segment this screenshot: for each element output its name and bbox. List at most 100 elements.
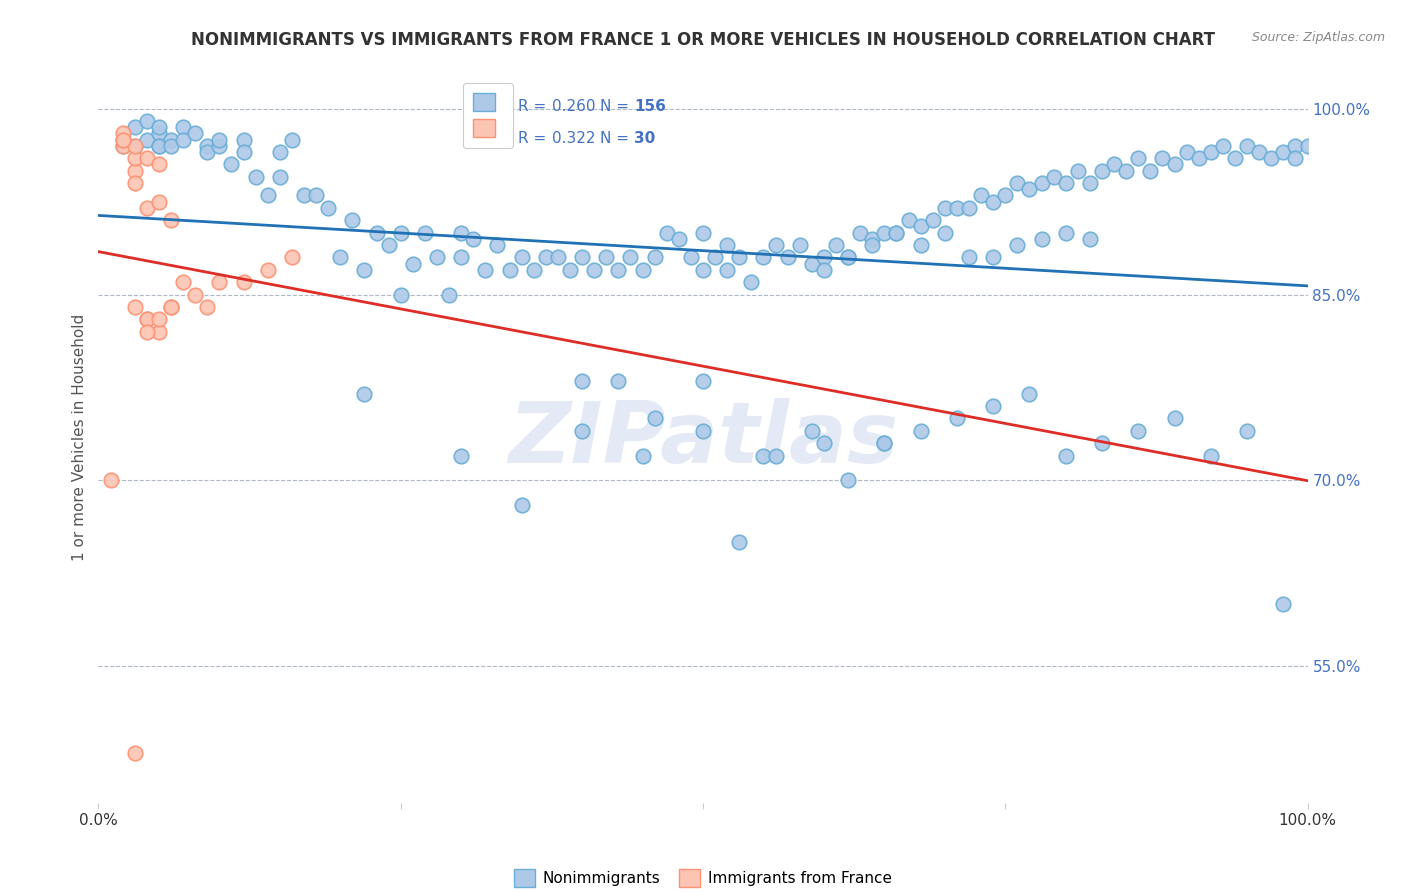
Point xyxy=(910,219,932,234)
Point xyxy=(1078,232,1101,246)
Point xyxy=(111,126,134,140)
Point xyxy=(160,300,183,314)
Point xyxy=(135,132,157,146)
Point xyxy=(232,145,254,159)
Point xyxy=(124,120,146,135)
Point xyxy=(329,250,352,264)
Point xyxy=(1067,163,1090,178)
Point xyxy=(1188,151,1211,165)
Point xyxy=(619,250,641,264)
Point xyxy=(1054,449,1077,463)
Point xyxy=(849,226,872,240)
Point xyxy=(981,194,1004,209)
Point xyxy=(910,238,932,252)
Point xyxy=(124,138,146,153)
Point xyxy=(934,226,956,240)
Point xyxy=(1054,176,1077,190)
Point xyxy=(1128,151,1150,165)
Text: 0.260: 0.260 xyxy=(551,99,595,114)
Point xyxy=(269,145,291,159)
Point xyxy=(281,132,304,146)
Point xyxy=(172,275,194,289)
Point xyxy=(437,287,460,301)
Point xyxy=(256,262,278,277)
Point xyxy=(148,194,170,209)
Point xyxy=(981,250,1004,264)
Point xyxy=(124,300,146,314)
Point xyxy=(1212,138,1234,153)
Point xyxy=(704,250,727,264)
Point xyxy=(1078,176,1101,190)
Point xyxy=(463,232,485,246)
Point xyxy=(1091,436,1114,450)
Point xyxy=(558,262,581,277)
Point xyxy=(644,250,666,264)
Point xyxy=(860,238,883,252)
Point xyxy=(232,275,254,289)
Point xyxy=(195,300,218,314)
Point xyxy=(547,250,569,264)
Point xyxy=(921,213,943,227)
Point xyxy=(135,201,157,215)
Point xyxy=(1128,424,1150,438)
Point xyxy=(450,449,472,463)
Point xyxy=(1199,145,1222,159)
Point xyxy=(716,262,738,277)
Point xyxy=(1018,386,1040,401)
Point xyxy=(148,120,170,135)
Point xyxy=(1163,157,1185,171)
Text: N =: N = xyxy=(600,131,634,146)
Point xyxy=(1031,232,1053,246)
Point xyxy=(1272,598,1295,612)
Text: Source: ZipAtlas.com: Source: ZipAtlas.com xyxy=(1251,31,1385,45)
Point xyxy=(316,201,339,215)
Point xyxy=(111,138,134,153)
Point xyxy=(1163,411,1185,425)
Point xyxy=(135,114,157,128)
Point xyxy=(1236,424,1258,438)
Point xyxy=(245,169,267,184)
Point xyxy=(837,250,859,264)
Point xyxy=(631,262,654,277)
Point xyxy=(1284,138,1306,153)
Text: R =: R = xyxy=(517,131,551,146)
Point xyxy=(208,138,231,153)
Point xyxy=(1152,151,1174,165)
Point xyxy=(886,226,908,240)
Point xyxy=(111,138,134,153)
Point xyxy=(957,201,980,215)
Point xyxy=(124,151,146,165)
Point xyxy=(450,250,472,264)
Point xyxy=(450,226,472,240)
Point xyxy=(148,138,170,153)
Point xyxy=(692,262,714,277)
Point xyxy=(813,262,835,277)
Point xyxy=(160,132,183,146)
Point xyxy=(389,287,412,301)
Point xyxy=(679,250,702,264)
Point xyxy=(124,176,146,190)
Point xyxy=(160,300,183,314)
Point xyxy=(184,126,207,140)
Point xyxy=(752,449,775,463)
Point xyxy=(195,138,218,153)
Point xyxy=(813,250,835,264)
Point xyxy=(135,325,157,339)
Text: NONIMMIGRANTS VS IMMIGRANTS FROM FRANCE 1 OR MORE VEHICLES IN HOUSEHOLD CORRELAT: NONIMMIGRANTS VS IMMIGRANTS FROM FRANCE … xyxy=(191,31,1215,49)
Point xyxy=(631,449,654,463)
Point xyxy=(1042,169,1064,184)
Point xyxy=(1139,163,1161,178)
Point xyxy=(100,474,122,488)
Point xyxy=(148,138,170,153)
Point xyxy=(1007,238,1029,252)
Point xyxy=(135,151,157,165)
Point xyxy=(607,374,630,388)
Point xyxy=(111,132,134,146)
Point xyxy=(571,424,593,438)
Point xyxy=(111,132,134,146)
Point xyxy=(1018,182,1040,196)
Text: 156: 156 xyxy=(634,99,666,114)
Point xyxy=(124,138,146,153)
Point xyxy=(692,424,714,438)
Point xyxy=(148,157,170,171)
